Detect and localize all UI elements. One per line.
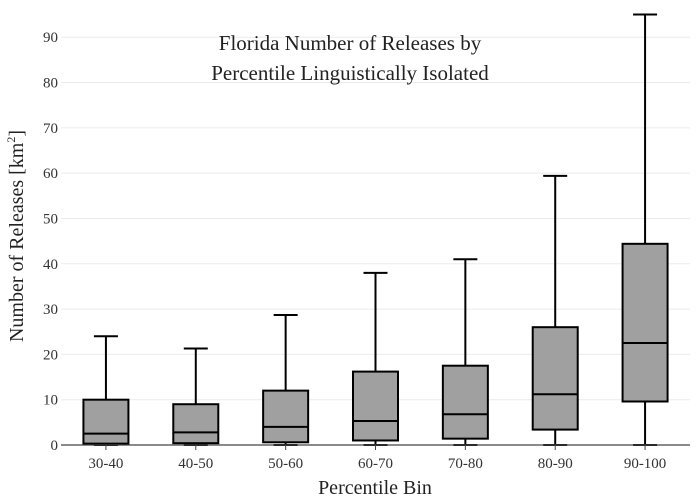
iqr-box <box>621 242 669 403</box>
x-tick-label: 70-80 <box>448 456 483 472</box>
box-30-40 <box>82 335 130 446</box>
iqr-box <box>531 326 579 431</box>
y-axis-title-superscript: 2 <box>4 137 18 143</box>
y-tick-label: 60 <box>43 166 58 182</box>
x-tick-label: 80-90 <box>538 456 573 472</box>
y-tick-label: 90 <box>43 30 58 46</box>
y-axis-title-main: Number of Releases [km <box>6 142 28 342</box>
gridlines <box>61 36 690 401</box>
box-90-100 <box>621 13 669 446</box>
y-tick-label: 10 <box>43 393 58 409</box>
box-70-80 <box>441 258 489 446</box>
y-tick-label: 0 <box>51 438 59 454</box>
x-tick-label: 90-100 <box>624 456 667 472</box>
y-axis-title: Number of Releases [km2] <box>4 130 28 342</box>
axes: 0 10 20 30 40 50 60 70 80 90 30-40 40-50 50-60 60-70 7… <box>43 30 690 472</box>
iqr-box <box>262 389 310 444</box>
y-tick-label: 70 <box>43 121 58 137</box>
iqr-box <box>441 364 489 440</box>
iqr-box <box>82 398 130 445</box>
box-series <box>82 13 669 446</box>
box-80-90 <box>531 174 579 446</box>
x-tick-label: 50-60 <box>268 456 303 472</box>
x-tick-label: 40-50 <box>178 456 213 472</box>
x-tick-label: 60-70 <box>358 456 393 472</box>
y-tick-label: 20 <box>43 347 58 363</box>
y-tick-label: 30 <box>43 302 58 318</box>
y-tick-label: 80 <box>43 76 58 92</box>
box-50-60 <box>262 313 310 446</box>
chart-title-line-2: Percentile Linguistically Isolated <box>211 61 489 85</box>
y-axis-title-close: ] <box>6 130 28 137</box>
chart-title-line-1: Florida Number of Releases by <box>219 31 482 55</box>
x-axis-title: Percentile Bin <box>318 477 432 499</box>
y-tick-label: 40 <box>43 257 58 273</box>
iqr-box <box>172 403 220 445</box>
iqr-box <box>352 370 399 442</box>
y-tick-label: 50 <box>43 211 58 227</box>
x-tick-label: 30-40 <box>88 456 123 472</box>
box-40-50 <box>172 347 220 446</box>
box-60-70 <box>352 271 399 446</box>
